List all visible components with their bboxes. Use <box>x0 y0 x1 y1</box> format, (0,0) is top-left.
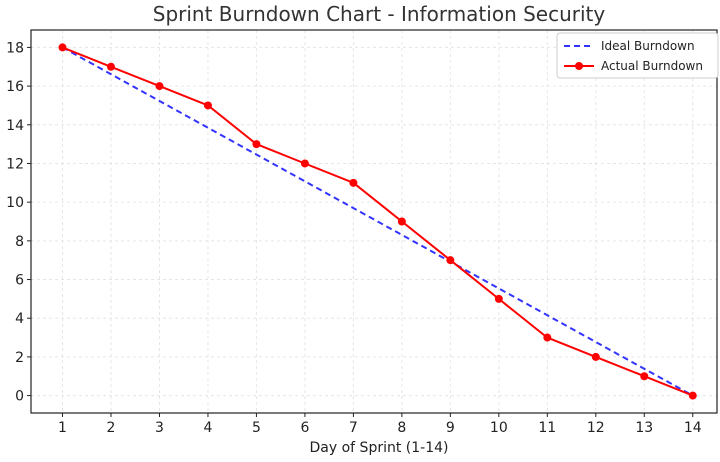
x-tick-label: 5 <box>252 420 261 436</box>
x-tick-label: 8 <box>397 420 406 436</box>
legend-actual-marker <box>575 62 583 70</box>
actual-burndown-point <box>494 294 503 303</box>
actual-burndown-point <box>252 140 261 149</box>
y-tick-label: 0 <box>15 389 24 405</box>
y-tick-label: 16 <box>6 79 24 95</box>
actual-burndown-point <box>203 101 212 110</box>
legend-actual-label: Actual Burndown <box>601 59 703 73</box>
y-tick-label: 8 <box>15 234 24 250</box>
actual-burndown-line <box>62 46 694 397</box>
actual-burndown-point <box>155 82 164 91</box>
grid-lines <box>31 30 717 413</box>
actual-burndown-point <box>688 391 697 400</box>
actual-burndown-point <box>300 159 309 168</box>
y-tick-label: 6 <box>15 273 24 289</box>
y-tick-label: 2 <box>15 350 24 366</box>
actual-burndown-point <box>640 372 649 381</box>
ideal-burndown-line <box>62 46 694 397</box>
x-tick-label: 2 <box>107 420 116 436</box>
x-tick-label: 13 <box>635 420 653 436</box>
chart-title: Sprint Burndown Chart - Information Secu… <box>153 2 606 26</box>
x-axis-label: Day of Sprint (1-14) <box>310 440 449 456</box>
actual-burndown-point <box>349 178 358 187</box>
y-axis: 0 2 4 6 8 10 12 14 16 18 <box>6 40 31 405</box>
actual-burndown-point <box>591 352 600 361</box>
x-tick-label: 14 <box>684 420 702 436</box>
actual-burndown-point <box>446 256 455 265</box>
y-tick-label: 14 <box>6 118 24 134</box>
legend-ideal-label: Ideal Burndown <box>601 39 695 53</box>
actual-burndown-point <box>397 217 406 226</box>
y-tick-label: 12 <box>6 156 24 172</box>
x-tick-label: 3 <box>155 420 164 436</box>
x-tick-label: 10 <box>490 420 508 436</box>
legend-box <box>556 32 719 79</box>
y-tick-label: 10 <box>6 195 24 211</box>
x-tick-label: 1 <box>58 420 67 436</box>
x-tick-label: 9 <box>446 420 455 436</box>
y-tick-label: 18 <box>6 40 24 56</box>
actual-burndown-point <box>543 333 552 342</box>
actual-burndown-point <box>58 43 67 52</box>
series-layer <box>58 43 697 400</box>
x-tick-label: 12 <box>587 420 605 436</box>
legend: Ideal Burndown Actual Burndown <box>556 32 719 79</box>
y-tick-label: 4 <box>15 311 24 327</box>
plot-area-frame <box>30 29 718 414</box>
x-tick-label: 11 <box>538 420 556 436</box>
x-tick-label: 6 <box>300 420 309 436</box>
actual-burndown-point <box>106 62 115 71</box>
x-tick-label: 4 <box>203 420 212 436</box>
x-axis: 1 2 3 4 5 6 7 8 9 10 11 12 13 14 <box>58 413 702 436</box>
x-tick-label: 7 <box>349 420 358 436</box>
